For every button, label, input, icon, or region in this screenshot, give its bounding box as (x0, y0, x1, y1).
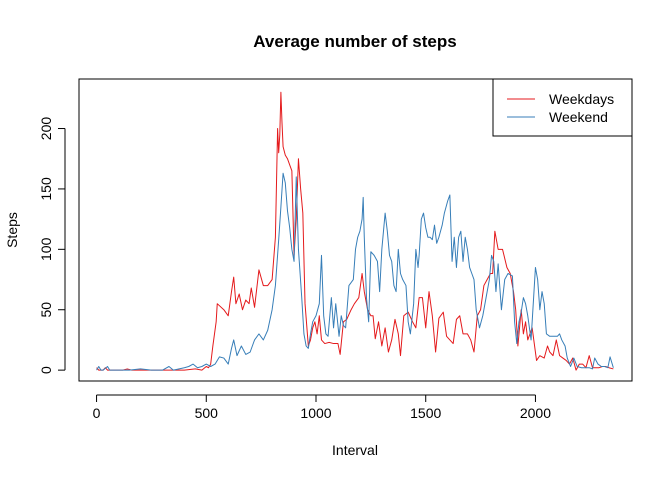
x-tick-label: 1000 (300, 405, 331, 421)
y-axis: 0 50 100 150 200 (38, 117, 66, 374)
legend-box (492, 78, 633, 137)
x-tick-label: 0 (93, 405, 101, 421)
y-tick-label: 200 (38, 117, 54, 141)
series-line-weekdays (96, 91, 614, 371)
chart-title: Average number of steps (253, 32, 456, 51)
x-tick-label: 1500 (410, 405, 441, 421)
legend: Weekdays Weekend (492, 78, 633, 137)
y-tick-label: 150 (38, 177, 54, 201)
y-axis-label: Steps (4, 212, 20, 248)
x-tick-label: 500 (195, 405, 219, 421)
series-line-weekend (96, 172, 614, 371)
y-tick-label: 50 (38, 302, 54, 318)
y-tick-label: 100 (38, 237, 54, 261)
plot-frame (78, 78, 633, 382)
y-tick-label: 0 (38, 366, 54, 374)
series-layer (96, 91, 614, 371)
x-tick-label: 2000 (520, 405, 551, 421)
legend-label-weekend: Weekend (549, 109, 608, 125)
legend-label-weekdays: Weekdays (549, 91, 614, 107)
x-axis: 0 500 1000 1500 2000 (93, 394, 551, 421)
x-axis-label: Interval (332, 442, 378, 458)
